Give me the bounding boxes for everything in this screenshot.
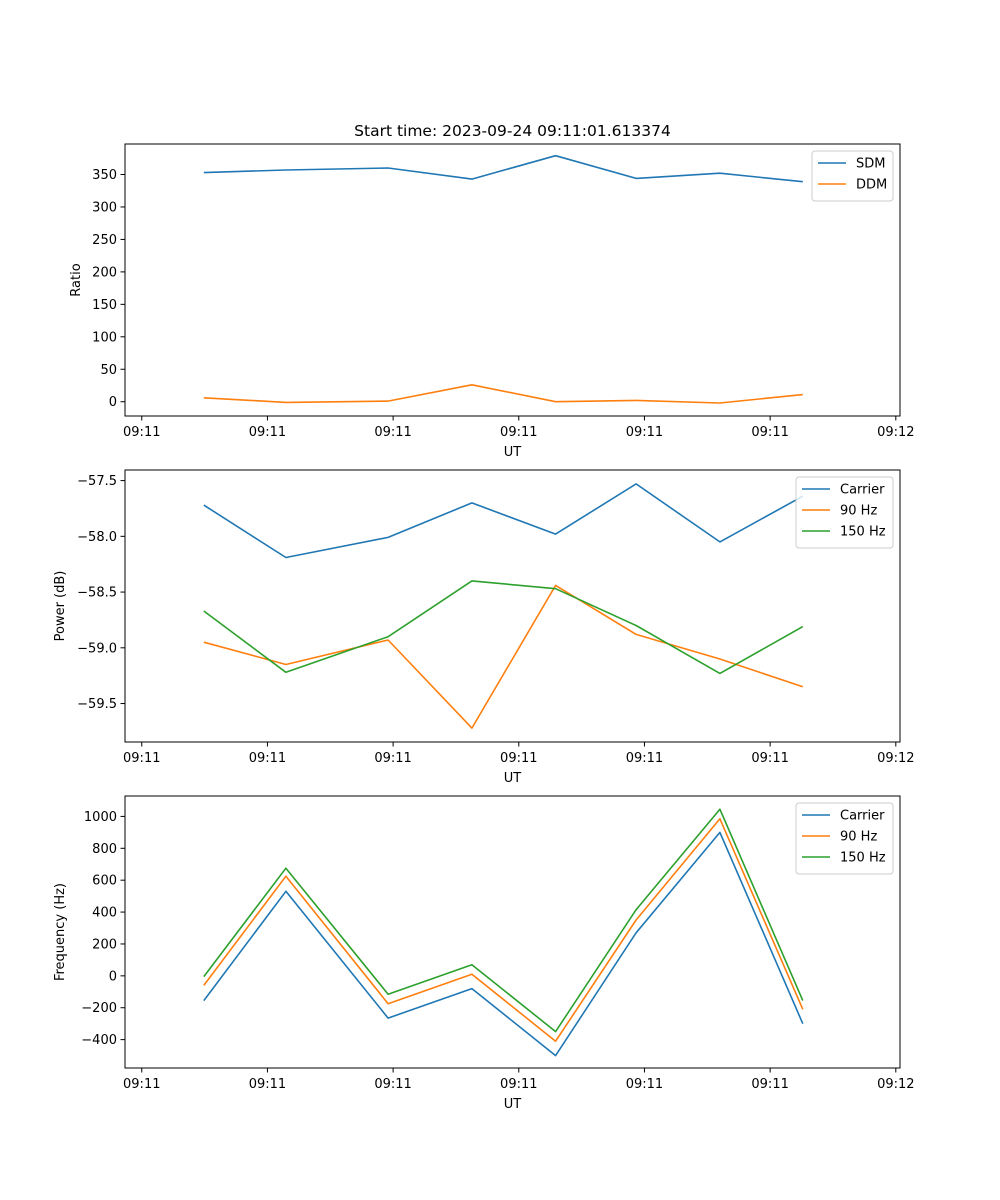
chart-2-x-tick-label: 09:11	[751, 751, 788, 766]
chart-1-legend: SDM DDM	[811, 150, 894, 202]
chart-3-x-axis-label: UT	[504, 1097, 522, 1112]
chart-1-series-line-sdm	[203, 154, 803, 183]
chart-2-series-line-carrier	[203, 483, 804, 559]
chart-2-x-tick-label: 09:11	[123, 751, 160, 766]
chart-1-x-tick-label: 09:11	[123, 425, 160, 440]
chart-1-x-axis-label: UT	[504, 445, 522, 460]
chart-3-axes-frame	[124, 795, 901, 1069]
chart-1-y-tick-label: 50	[100, 363, 117, 378]
chart-3-x-tick-label: 09:11	[249, 1077, 286, 1092]
chart-3-legend-label: Carrier	[840, 809, 885, 824]
chart-3-y-tick-label: 400	[92, 906, 117, 921]
chart-1-series-line-ddm	[203, 383, 803, 404]
chart-3-series-line-90-hz	[203, 817, 804, 1042]
chart-1-x-tick-label: 09:11	[751, 425, 788, 440]
chart-1-legend-label: DDM	[856, 178, 887, 193]
chart-1-x-tick-label: 09:11	[249, 425, 286, 440]
chart-1-y-tick-label: 200	[92, 265, 117, 280]
charts-container: 09:11 09:11 09:11 09:11 09:11 09:11 09:12 0 50 10…	[53, 122, 915, 1112]
chart-1-title: Start time: 2023-09-24 09:11:01.613374	[354, 122, 671, 140]
chart-2-y-tick-label: −59.5	[77, 697, 117, 712]
chart-2-series-line-90-hz	[203, 584, 804, 729]
chart-3-legend-label: 90 Hz	[840, 830, 877, 845]
chart-3-y-tick-label: 800	[92, 842, 117, 857]
chart-3-x-tick-label: 09:12	[877, 1077, 914, 1092]
chart-2-legend-label: Carrier	[840, 483, 885, 498]
chart-1-y-tick-label: 300	[92, 200, 117, 215]
chart-3: 09:11 09:11 09:11 09:11 09:11 09:11 09:12 −400 −…	[53, 795, 915, 1112]
chart-3-series-line-150-hz	[203, 808, 804, 1033]
chart-2-x-tick-label: 09:11	[374, 751, 411, 766]
chart-3-x-tick-label: 09:11	[374, 1077, 411, 1092]
chart-3-x-tick-label: 09:11	[751, 1077, 788, 1092]
chart-1-x-tick-label: 09:11	[500, 425, 537, 440]
chart-3-y-tick-label: −200	[81, 1001, 117, 1016]
chart-3-x-tick-label: 09:11	[123, 1077, 160, 1092]
chart-1-y-axis-label: Ratio	[69, 263, 84, 296]
chart-3-x-tick-label: 09:11	[626, 1077, 663, 1092]
chart-1-y-tick-label: 250	[92, 233, 117, 248]
chart-1-axes-frame	[124, 143, 901, 417]
chart-1-x-tick-label: 09:12	[877, 425, 914, 440]
chart-3-y-tick-label: 200	[92, 937, 117, 952]
chart-1-y-tick-label: 150	[92, 298, 117, 313]
chart-3-y-tick-label: −400	[81, 1033, 117, 1048]
chart-2-y-tick-label: −58.0	[77, 530, 117, 545]
chart-3-y-axis-label: Frequency (Hz)	[53, 883, 68, 981]
chart-2-legend: Carrier 90 Hz 150 Hz	[795, 476, 894, 549]
chart-2-series-line-150-hz	[203, 580, 804, 675]
chart-2-legend-label: 150 Hz	[840, 525, 886, 540]
chart-1: 09:11 09:11 09:11 09:11 09:11 09:11 09:12 0 50 10…	[69, 122, 915, 460]
chart-1-legend-label: SDM	[856, 157, 885, 172]
chart-3-y-tick-label: 600	[92, 874, 117, 889]
chart-2-y-axis-label: Power (dB)	[53, 571, 68, 642]
chart-1-y-tick-label: 100	[92, 330, 117, 345]
chart-2-y-tick-label: −58.5	[77, 586, 117, 601]
chart-3-y-tick-label: 1000	[84, 810, 117, 825]
chart-2-x-tick-label: 09:11	[626, 751, 663, 766]
chart-2-x-axis-label: UT	[504, 771, 522, 786]
chart-2: 09:11 09:11 09:11 09:11 09:11 09:11 09:12 −59.5…	[53, 469, 915, 786]
chart-3-legend: Carrier 90 Hz 150 Hz	[795, 802, 894, 875]
chart-3-y-tick-label: 0	[109, 969, 117, 984]
chart-3-series-line-carrier	[203, 831, 804, 1057]
chart-1-y-tick-label: 350	[92, 168, 117, 183]
chart-2-x-tick-label: 09:11	[500, 751, 537, 766]
chart-2-x-tick-label: 09:11	[249, 751, 286, 766]
chart-2-x-tick-label: 09:12	[877, 751, 914, 766]
chart-3-legend-label: 150 Hz	[840, 851, 886, 866]
chart-1-y-tick-label: 0	[109, 395, 117, 410]
chart-2-y-tick-label: −57.5	[77, 474, 117, 489]
chart-1-x-tick-label: 09:11	[374, 425, 411, 440]
chart-2-legend-label: 90 Hz	[840, 504, 877, 519]
chart-3-x-tick-label: 09:11	[500, 1077, 537, 1092]
chart-2-y-tick-label: −59.0	[77, 641, 117, 656]
chart-1-x-tick-label: 09:11	[626, 425, 663, 440]
chart-2-axes-frame	[124, 469, 901, 743]
